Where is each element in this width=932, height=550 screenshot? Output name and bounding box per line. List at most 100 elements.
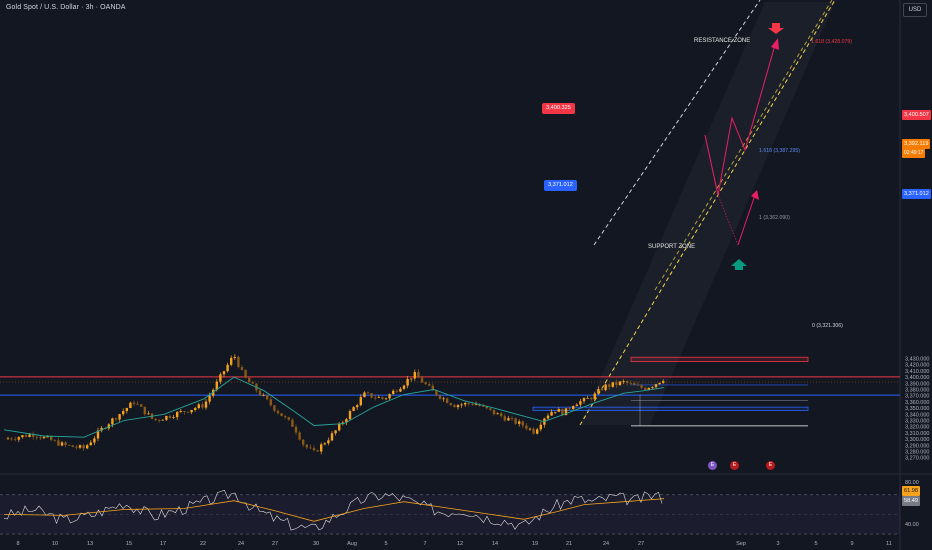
candle-body bbox=[651, 386, 654, 388]
candle-body bbox=[370, 393, 373, 398]
candle-body bbox=[60, 442, 64, 446]
candle-body bbox=[215, 381, 218, 390]
candle-body bbox=[129, 402, 132, 409]
candle-body bbox=[147, 413, 150, 415]
candle-body bbox=[309, 447, 312, 449]
y-tick-label: 3,310.000 bbox=[905, 431, 929, 437]
candle-body bbox=[273, 405, 276, 411]
y-tick-label: 3,420.000 bbox=[905, 363, 929, 369]
y-tick-label: 3,390.000 bbox=[905, 381, 929, 387]
candle-body bbox=[323, 443, 326, 445]
candle-body bbox=[539, 424, 542, 430]
candle-body bbox=[230, 357, 233, 365]
candle-body bbox=[68, 444, 71, 446]
candle-body bbox=[86, 445, 89, 449]
x-tick-label: 10 bbox=[52, 541, 58, 547]
candle-body bbox=[532, 428, 535, 434]
candle-body bbox=[258, 390, 262, 396]
x-tick-label: 7 bbox=[423, 541, 426, 547]
candle-body bbox=[604, 384, 607, 391]
candle-body bbox=[536, 429, 539, 434]
candle-body bbox=[572, 406, 575, 410]
currency-button[interactable]: USD bbox=[903, 3, 927, 17]
candle-body bbox=[312, 447, 316, 451]
candle-body bbox=[381, 397, 384, 399]
candle-body bbox=[647, 387, 650, 390]
candle-body bbox=[327, 440, 330, 444]
candle-body bbox=[528, 428, 532, 430]
x-tick-label: 27 bbox=[272, 541, 278, 547]
candle-body bbox=[165, 415, 168, 420]
candle-body bbox=[410, 378, 413, 380]
candle-body bbox=[420, 377, 424, 383]
candle-body bbox=[514, 418, 517, 424]
candle-body bbox=[330, 433, 334, 441]
candle-body bbox=[172, 417, 175, 418]
projection-path-lower bbox=[737, 194, 756, 246]
candle-body bbox=[276, 410, 280, 414]
y-tick-label: 3,330.000 bbox=[905, 419, 929, 425]
rsi-ma-line bbox=[3, 498, 665, 522]
candle-body bbox=[564, 408, 568, 416]
candle-body bbox=[561, 409, 564, 416]
x-tick-label: 24 bbox=[603, 541, 609, 547]
candle-body bbox=[456, 405, 460, 408]
candle-body bbox=[460, 404, 463, 406]
candle-body bbox=[503, 416, 506, 421]
candle-body bbox=[287, 417, 290, 420]
candle-body bbox=[136, 403, 139, 405]
support-level-tag: 3,371.012 bbox=[544, 180, 577, 191]
candle-body bbox=[294, 426, 298, 433]
x-tick-label: 15 bbox=[126, 541, 132, 547]
candle-body bbox=[6, 438, 10, 440]
candle-body bbox=[413, 371, 416, 379]
candle-body bbox=[53, 440, 56, 442]
candle-body bbox=[507, 418, 510, 421]
candle-body bbox=[492, 409, 496, 415]
x-tick-label: 13 bbox=[87, 541, 93, 547]
candle-body bbox=[248, 377, 251, 383]
candle-body bbox=[442, 398, 445, 400]
rsi-y-tick-label: 80.00 bbox=[905, 480, 919, 486]
support-up-arrow bbox=[731, 259, 747, 270]
channel-upper-line bbox=[593, 0, 761, 246]
event-icon-1[interactable]: E bbox=[708, 461, 717, 470]
x-tick-label: 27 bbox=[638, 541, 644, 547]
event-icon-3[interactable]: E bbox=[766, 461, 775, 470]
candle-body bbox=[219, 374, 222, 382]
candle-body bbox=[24, 435, 28, 437]
candle-body bbox=[50, 436, 53, 441]
candle-body bbox=[107, 424, 110, 429]
candle-body bbox=[348, 411, 352, 420]
candle-body bbox=[467, 402, 470, 404]
support-zone-label: SUPPORT ZONE bbox=[648, 244, 696, 250]
candle-body bbox=[305, 444, 308, 448]
x-tick-label: 3 bbox=[776, 541, 779, 547]
candle-body bbox=[654, 384, 658, 387]
candle-body bbox=[557, 409, 560, 412]
candle-body bbox=[222, 371, 226, 375]
candle-body bbox=[438, 395, 442, 399]
candle-body bbox=[14, 439, 17, 441]
axis-tag-current-price: 3,392.119 bbox=[902, 139, 931, 149]
support-zone bbox=[532, 406, 809, 411]
candle-body bbox=[485, 406, 488, 409]
y-tick-label: 3,290.000 bbox=[905, 443, 929, 449]
x-tick-label: 19 bbox=[532, 541, 538, 547]
x-tick-label: 12 bbox=[457, 541, 463, 547]
candle-body bbox=[39, 437, 42, 439]
candle-body bbox=[597, 388, 600, 394]
candle-body bbox=[431, 385, 434, 391]
candle-body bbox=[417, 371, 420, 378]
candle-body bbox=[176, 411, 179, 418]
candle-body bbox=[298, 432, 301, 440]
candle-body bbox=[35, 436, 38, 438]
candle-body bbox=[453, 405, 456, 408]
event-icon-2[interactable]: E bbox=[730, 461, 739, 470]
resistance-level-tag: 3,400.325 bbox=[542, 103, 575, 114]
candle-body bbox=[392, 390, 395, 395]
candle-body bbox=[618, 381, 622, 385]
y-tick-label: 3,320.000 bbox=[905, 425, 929, 431]
candle-body bbox=[266, 395, 269, 400]
